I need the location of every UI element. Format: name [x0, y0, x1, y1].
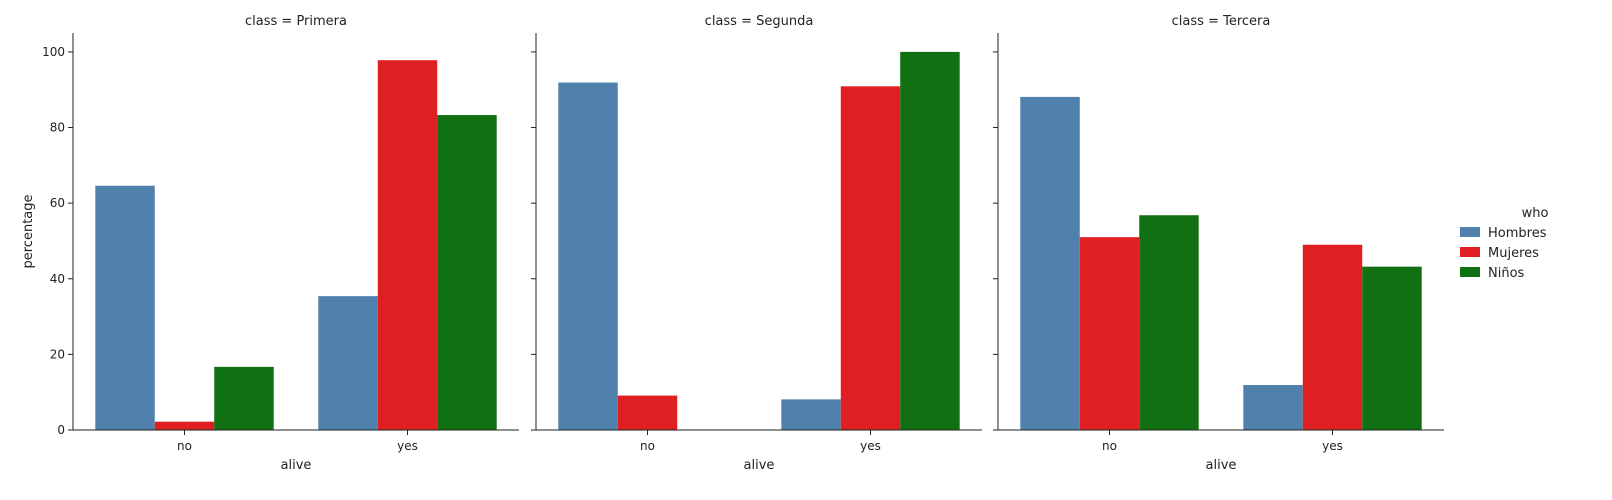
bar-segunda-no-hombres [558, 82, 618, 430]
bar-tercera-no-mujeres [1079, 237, 1140, 430]
panel-primera: class = Primera no yes 0 20 40 60 80 100 alive per… [21, 14, 519, 473]
x-axis-label: alive [1206, 458, 1237, 473]
bar-segunda-yes-niños [900, 51, 960, 431]
bar-tercera-no-hombres [1020, 96, 1080, 431]
panel-title: class = Segunda [705, 14, 814, 29]
legend-title: who [1522, 206, 1549, 221]
y-tick-label: 40 [50, 272, 65, 286]
bar-primera-yes-mujeres [377, 60, 438, 430]
legend-swatch-hombres [1460, 227, 1480, 237]
bar-primera-no-mujeres [154, 421, 215, 430]
chart-panels: class = Primera no yes 0 20 40 60 80 100 alive per… [21, 14, 1444, 473]
bar-tercera-yes-niños [1362, 266, 1422, 430]
y-tick-label: 0 [57, 423, 65, 437]
legend-swatch-mujeres [1460, 247, 1480, 257]
y-tick-label: 80 [50, 121, 65, 135]
bar-segunda-yes-hombres [781, 399, 841, 430]
bar-tercera-yes-hombres [1243, 385, 1303, 430]
bar-tercera-no-niños [1139, 215, 1199, 430]
y-tick-label: 100 [42, 45, 65, 59]
legend-swatch-niños [1460, 267, 1480, 277]
bar-segunda-no-mujeres [617, 395, 678, 430]
x-tick-label: yes [397, 439, 418, 453]
x-tick-label: no [1102, 439, 1117, 453]
bar-primera-no-hombres [95, 185, 155, 430]
panel-segunda: class = Segunda no yes alive [531, 14, 982, 473]
bar-tercera-yes-mujeres [1302, 244, 1363, 430]
legend-label-niños: Niños [1488, 266, 1525, 281]
x-axis-label: alive [281, 458, 312, 473]
x-tick-label: no [640, 439, 655, 453]
legend-entries: Hombres Mujeres Niños [1460, 226, 1547, 281]
x-tick-label: yes [1322, 439, 1343, 453]
panel-title: class = Tercera [1172, 14, 1271, 29]
y-tick-label: 20 [50, 347, 65, 361]
y-axis-label: percentage [21, 194, 36, 268]
x-axis-label: alive [744, 458, 775, 473]
panel-title: class = Primera [245, 14, 347, 29]
bar-primera-yes-hombres [318, 296, 378, 430]
legend: who Hombres Mujeres Niños [1460, 206, 1548, 281]
x-tick-label: no [177, 439, 192, 453]
panel-tercera: class = Tercera no yes alive [993, 14, 1444, 473]
x-tick-label: yes [860, 439, 881, 453]
bar-primera-no-niños [214, 366, 274, 430]
legend-label-hombres: Hombres [1488, 226, 1547, 241]
bar-segunda-yes-mujeres [840, 86, 901, 430]
legend-label-mujeres: Mujeres [1488, 246, 1539, 261]
y-tick-label: 60 [50, 196, 65, 210]
bar-primera-yes-niños [437, 115, 497, 431]
